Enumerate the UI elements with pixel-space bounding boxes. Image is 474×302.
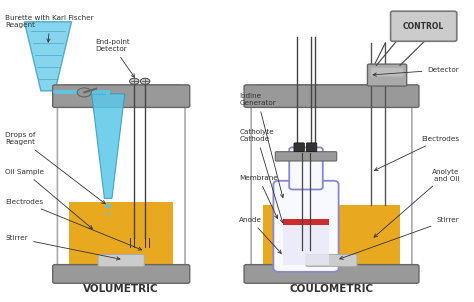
Polygon shape — [24, 22, 72, 91]
Text: VOLUMETRIC: VOLUMETRIC — [83, 284, 159, 294]
Text: Burette with Karl Fischer
Reagent: Burette with Karl Fischer Reagent — [5, 15, 94, 42]
FancyBboxPatch shape — [371, 68, 403, 76]
FancyBboxPatch shape — [289, 147, 323, 189]
Text: Anolyte
and Oil: Anolyte and Oil — [374, 169, 459, 237]
Circle shape — [129, 78, 139, 84]
FancyBboxPatch shape — [244, 85, 419, 108]
Ellipse shape — [107, 213, 110, 216]
FancyBboxPatch shape — [53, 265, 190, 283]
Text: End-point
Detector: End-point Detector — [95, 39, 135, 77]
Ellipse shape — [105, 203, 111, 209]
FancyBboxPatch shape — [275, 152, 337, 161]
Polygon shape — [91, 94, 125, 198]
Text: Catholyte
Cathode: Catholyte Cathode — [239, 130, 283, 223]
FancyBboxPatch shape — [306, 254, 357, 266]
Text: Drops of
Reagent: Drops of Reagent — [5, 133, 105, 204]
FancyBboxPatch shape — [98, 254, 145, 266]
FancyBboxPatch shape — [273, 181, 338, 272]
Bar — [263, 205, 400, 268]
Text: CONTROL: CONTROL — [403, 22, 444, 31]
FancyBboxPatch shape — [57, 85, 185, 277]
Text: Stirrer: Stirrer — [5, 235, 120, 260]
Circle shape — [77, 88, 91, 97]
Text: Stirrer: Stirrer — [340, 217, 459, 259]
FancyBboxPatch shape — [306, 143, 317, 152]
Text: Electrodes: Electrodes — [5, 199, 142, 250]
Bar — [283, 219, 329, 265]
FancyBboxPatch shape — [244, 265, 419, 283]
Text: Anode: Anode — [239, 217, 281, 253]
FancyBboxPatch shape — [53, 85, 190, 108]
Text: Electrodes: Electrodes — [374, 136, 459, 171]
Text: Detector: Detector — [373, 67, 459, 76]
FancyBboxPatch shape — [391, 11, 457, 41]
Text: Membrane: Membrane — [239, 175, 278, 218]
Text: COULOMETRIC: COULOMETRIC — [290, 284, 374, 294]
Bar — [69, 201, 173, 268]
FancyBboxPatch shape — [367, 64, 407, 86]
Text: Iodine
Generator: Iodine Generator — [239, 93, 283, 198]
Circle shape — [140, 78, 150, 84]
FancyBboxPatch shape — [251, 85, 412, 277]
Text: Oil Sample: Oil Sample — [5, 169, 92, 229]
FancyBboxPatch shape — [294, 143, 304, 152]
Bar — [283, 219, 329, 225]
